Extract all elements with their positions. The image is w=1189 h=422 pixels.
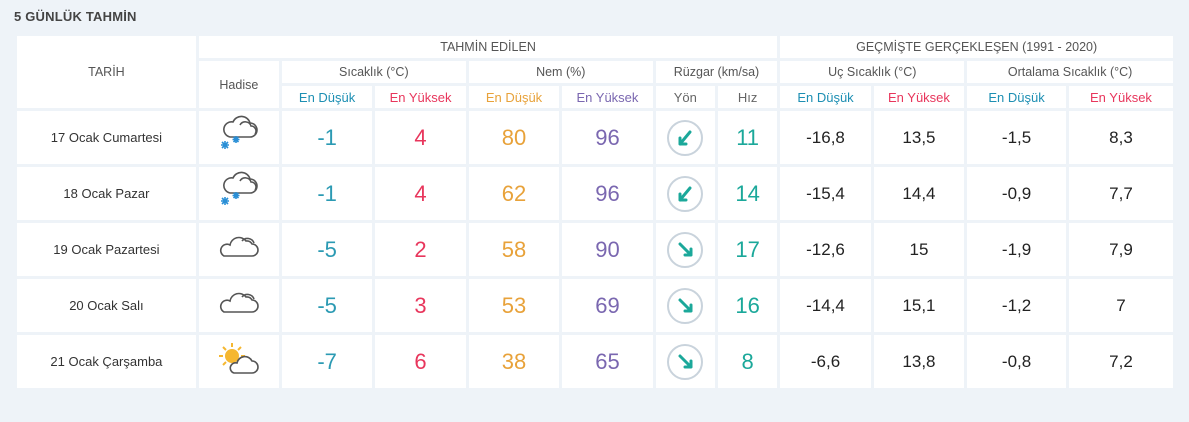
header-wind: Rüzgar (km/sa) [655, 61, 778, 83]
average-low: -1,5 [967, 111, 1066, 164]
cloud-icon [216, 232, 262, 267]
wind-arrow-icon [667, 343, 704, 380]
average-high: 7 [1068, 279, 1173, 332]
temp-low: -7 [281, 335, 373, 388]
sub-hum-low: En Düşük [468, 86, 560, 108]
extreme-high: 14,4 [873, 167, 965, 220]
humidity-low: 53 [468, 279, 560, 332]
humidity-low: 80 [468, 111, 560, 164]
sub-average-low: En Düşük [967, 86, 1066, 108]
extreme-high: 13,5 [873, 111, 965, 164]
wind-speed: 16 [717, 279, 778, 332]
humidity-high: 69 [562, 279, 653, 332]
day-date: 19 Ocak Pazartesi [17, 223, 196, 276]
wind-direction [655, 167, 715, 220]
day-date: 20 Ocak Salı [17, 279, 196, 332]
cloud-snow-icon [216, 171, 262, 216]
day-date: 18 Ocak Pazar [17, 167, 196, 220]
table-row: 18 Ocak Pazar -1 4 62 96 14 -15,4 14,4 -0,9 7,7 [17, 167, 1173, 220]
event-cell [198, 111, 279, 164]
average-low: -0,9 [967, 167, 1066, 220]
extreme-low: -14,4 [780, 279, 871, 332]
average-low: -1,9 [967, 223, 1066, 276]
temp-low: -1 [281, 167, 373, 220]
average-high: 7,9 [1068, 223, 1173, 276]
wind-arrow-icon [667, 175, 704, 212]
partly-sunny-icon [216, 341, 262, 382]
average-high: 8,3 [1068, 111, 1173, 164]
extreme-high: 15 [873, 223, 965, 276]
temp-high: 4 [375, 111, 466, 164]
temp-high: 4 [375, 167, 466, 220]
wind-speed: 11 [717, 111, 778, 164]
sub-hum-high: En Yüksek [562, 86, 653, 108]
wind-arrow-icon [667, 287, 704, 324]
humidity-low: 38 [468, 335, 560, 388]
humidity-high: 96 [562, 111, 653, 164]
temp-high: 6 [375, 335, 466, 388]
table-row: 21 Ocak Çarşamba -7 6 38 65 8 -6,6 13,8 -0,8 7,2 [17, 335, 1173, 388]
average-high: 7,2 [1068, 335, 1173, 388]
wind-arrow-icon [667, 119, 704, 156]
header-temp: Sıcaklık (°C) [281, 61, 466, 83]
header-event: Hadise [198, 61, 279, 108]
header-humidity: Nem (%) [468, 61, 653, 83]
temp-high: 2 [375, 223, 466, 276]
temp-low: -5 [281, 279, 373, 332]
extreme-low: -6,6 [780, 335, 871, 388]
wind-direction [655, 111, 715, 164]
day-date: 17 Ocak Cumartesi [17, 111, 196, 164]
sub-extreme-high: En Yüksek [873, 86, 965, 108]
sub-average-high: En Yüksek [1068, 86, 1173, 108]
event-cell [198, 279, 279, 332]
event-cell [198, 167, 279, 220]
humidity-high: 90 [562, 223, 653, 276]
average-low: -1,2 [967, 279, 1066, 332]
table-row: 19 Ocak Pazartesi -5 2 58 90 17 -12,6 15 -1,9 7,9 [17, 223, 1173, 276]
extreme-low: -16,8 [780, 111, 871, 164]
average-high: 7,7 [1068, 167, 1173, 220]
sub-wind-dir: Yön [655, 86, 715, 108]
table-row: 20 Ocak Salı -5 3 53 69 16 -14,4 15,1 -1,2 7 [17, 279, 1173, 332]
table-row: 17 Ocak Cumartesi -1 4 80 96 11 -16,8 13,5 -1,5 8… [17, 111, 1173, 164]
event-cell [198, 223, 279, 276]
header-date: TARİH [17, 36, 196, 108]
wind-speed: 14 [717, 167, 778, 220]
sub-wind-speed: Hız [717, 86, 778, 108]
header-average: Ortalama Sıcaklık (°C) [967, 61, 1173, 83]
extreme-low: -15,4 [780, 167, 871, 220]
cloud-snow-icon [216, 115, 262, 160]
sub-temp-low: En Düşük [281, 86, 373, 108]
extreme-high: 13,8 [873, 335, 965, 388]
wind-arrow-icon [667, 231, 704, 268]
temp-high: 3 [375, 279, 466, 332]
temp-low: -1 [281, 111, 373, 164]
sub-temp-high: En Yüksek [375, 86, 466, 108]
panel-title: 5 GÜNLÜK TAHMİN [14, 9, 137, 24]
humidity-high: 96 [562, 167, 653, 220]
extreme-low: -12,6 [780, 223, 871, 276]
extreme-high: 15,1 [873, 279, 965, 332]
day-date: 21 Ocak Çarşamba [17, 335, 196, 388]
wind-direction [655, 335, 715, 388]
temp-low: -5 [281, 223, 373, 276]
humidity-low: 58 [468, 223, 560, 276]
humidity-low: 62 [468, 167, 560, 220]
wind-direction [655, 279, 715, 332]
sub-extreme-low: En Düşük [780, 86, 871, 108]
average-low: -0,8 [967, 335, 1066, 388]
wind-speed: 17 [717, 223, 778, 276]
forecast-table: TARİH TAHMİN EDİLEN GEÇMİŞTE GERÇEKLEŞEN… [14, 33, 1176, 391]
cloud-icon [216, 288, 262, 323]
header-history: GEÇMİŞTE GERÇEKLEŞEN (1991 - 2020) [780, 36, 1173, 58]
wind-direction [655, 223, 715, 276]
wind-speed: 8 [717, 335, 778, 388]
event-cell [198, 335, 279, 388]
humidity-high: 65 [562, 335, 653, 388]
header-forecast: TAHMİN EDİLEN [198, 36, 778, 58]
header-extreme: Uç Sıcaklık (°C) [780, 61, 965, 83]
